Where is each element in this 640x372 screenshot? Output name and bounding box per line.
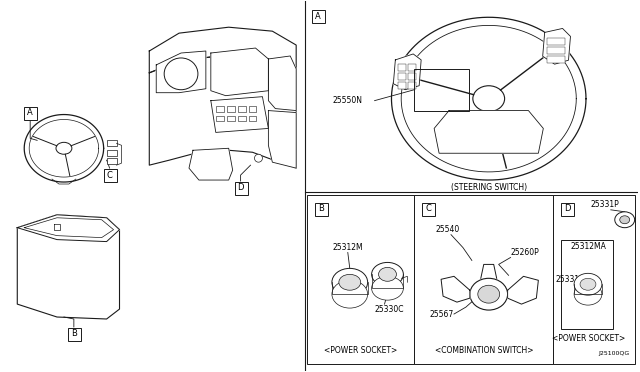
Polygon shape (17, 215, 120, 319)
Bar (248, 116, 257, 122)
Polygon shape (401, 25, 576, 172)
Bar (553, 195, 635, 364)
Text: D: D (564, 204, 570, 213)
Text: 25331Q: 25331Q (556, 275, 585, 284)
Polygon shape (268, 56, 296, 110)
Ellipse shape (332, 268, 367, 296)
Text: 25330C: 25330C (375, 305, 404, 314)
Bar (237, 106, 246, 112)
Text: 25260P: 25260P (511, 248, 540, 257)
Ellipse shape (378, 267, 396, 281)
Text: <POWER SOCKET>: <POWER SOCKET> (324, 346, 397, 355)
Ellipse shape (574, 283, 602, 305)
Bar (312, 10, 325, 23)
Text: B: B (71, 329, 77, 339)
Bar (68, 328, 81, 341)
Bar (315, 203, 328, 216)
Bar (398, 73, 406, 80)
Text: 25312MA: 25312MA (570, 242, 606, 251)
Text: D: D (237, 183, 244, 192)
Ellipse shape (473, 86, 504, 112)
Bar (24, 107, 37, 119)
Text: 25550N: 25550N (333, 96, 363, 105)
Bar (398, 82, 406, 89)
Text: 25312M: 25312M (332, 243, 363, 252)
Text: <POWER SOCKET>: <POWER SOCKET> (552, 334, 626, 343)
Ellipse shape (478, 285, 500, 303)
Bar (216, 116, 224, 122)
Ellipse shape (56, 142, 72, 154)
Text: B: B (318, 204, 324, 213)
Bar (547, 56, 564, 63)
Text: A: A (28, 108, 33, 117)
Polygon shape (149, 27, 296, 73)
Ellipse shape (470, 278, 508, 310)
Text: C: C (107, 171, 113, 180)
Polygon shape (17, 215, 120, 241)
Ellipse shape (164, 58, 198, 90)
Bar (235, 182, 248, 195)
Bar (227, 106, 235, 112)
Ellipse shape (615, 212, 635, 228)
Ellipse shape (372, 262, 403, 286)
Text: J25100QG: J25100QG (598, 351, 630, 356)
Bar (216, 106, 224, 112)
Ellipse shape (574, 273, 602, 295)
Polygon shape (392, 17, 586, 180)
Bar (408, 64, 416, 71)
Text: <COMBINATION SWITCH>: <COMBINATION SWITCH> (435, 346, 533, 355)
Bar (307, 195, 414, 364)
Polygon shape (211, 97, 268, 132)
Ellipse shape (372, 276, 403, 300)
Polygon shape (156, 51, 206, 93)
Ellipse shape (620, 216, 630, 224)
Text: (STEERING SWITCH): (STEERING SWITCH) (451, 183, 527, 192)
Bar (107, 150, 116, 156)
Bar (107, 140, 116, 146)
Polygon shape (508, 276, 538, 304)
Ellipse shape (580, 278, 596, 290)
Ellipse shape (332, 280, 367, 308)
Polygon shape (24, 115, 104, 182)
Bar (248, 106, 257, 112)
Polygon shape (441, 276, 470, 302)
Text: 25540: 25540 (435, 225, 460, 234)
Bar (408, 82, 416, 89)
Polygon shape (394, 54, 421, 90)
Bar (408, 73, 416, 80)
Polygon shape (543, 28, 570, 64)
Polygon shape (211, 48, 268, 96)
Bar (414, 195, 553, 364)
Polygon shape (149, 56, 296, 168)
Polygon shape (189, 148, 233, 180)
Bar (104, 169, 116, 182)
Ellipse shape (255, 154, 262, 162)
Polygon shape (268, 110, 296, 168)
Text: 25331P: 25331P (591, 201, 620, 209)
Text: A: A (315, 12, 321, 21)
Ellipse shape (339, 274, 361, 290)
Bar (422, 203, 435, 216)
Bar (547, 38, 564, 45)
Text: C: C (425, 204, 431, 213)
Text: 25567: 25567 (429, 310, 453, 318)
Bar (561, 203, 574, 216)
Bar (237, 116, 246, 122)
Bar (227, 116, 235, 122)
Bar (561, 240, 612, 329)
Bar (107, 158, 116, 164)
Bar (398, 64, 406, 71)
Bar (414, 69, 469, 110)
Polygon shape (434, 110, 543, 153)
Bar (547, 47, 564, 54)
